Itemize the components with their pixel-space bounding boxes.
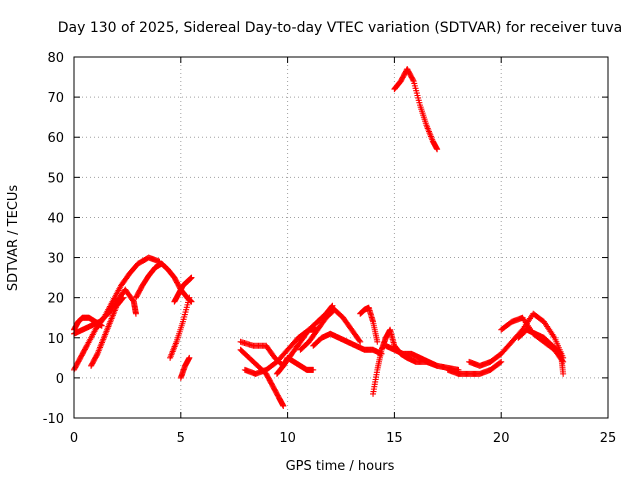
data-markers (71, 66, 567, 409)
data-point (310, 366, 317, 373)
x-tick-label-2: 10 (279, 431, 296, 446)
series-arc17 (382, 342, 441, 369)
series-arc18 (391, 66, 441, 153)
data-point (356, 337, 363, 344)
data-point (186, 354, 193, 361)
y-tick-label-0: -10 (43, 412, 64, 427)
data-point (188, 274, 195, 281)
y-tick-label-5: 40 (47, 211, 64, 226)
series-arc11 (241, 326, 321, 377)
y-tick-label-9: 80 (47, 51, 64, 66)
data-point (434, 146, 441, 153)
y-tick-label-8: 70 (47, 91, 64, 106)
chart-title: Day 130 of 2025, Sidereal Day-to-day VTE… (58, 20, 622, 36)
data-point (498, 358, 505, 365)
series-arc19 (444, 358, 505, 377)
data-point (93, 352, 100, 359)
data-point (560, 370, 567, 377)
series-arc16 (370, 326, 462, 397)
x-tick-label-5: 25 (600, 431, 617, 446)
series-arc12 (273, 354, 317, 377)
series-arc15 (357, 304, 381, 345)
data-point (434, 362, 441, 369)
data-point (557, 350, 564, 357)
data-point (132, 310, 139, 317)
y-tick-label-4: 30 (47, 252, 64, 267)
series-arc20 (466, 310, 567, 369)
plot-frame (73, 56, 609, 419)
grid-lines (74, 57, 608, 418)
data-point (280, 402, 287, 409)
x-tick-label-3: 15 (386, 431, 403, 446)
series-arc4 (88, 294, 127, 369)
data-point (328, 303, 335, 310)
series-arc2 (71, 254, 163, 373)
series-arc22 (515, 326, 567, 377)
y-tick-label-6: 50 (47, 171, 64, 186)
y-tick-label-1: 0 (56, 372, 64, 387)
data-point (357, 338, 364, 345)
x-tick-label-4: 20 (493, 431, 510, 446)
series-arc14 (297, 306, 364, 353)
data-point (186, 294, 193, 301)
data-point (374, 338, 381, 345)
axis-ticks: 0 5 10 15 20 25 -10 0 10 20 30 40 50 60 70 80 (43, 51, 617, 446)
series-arc8 (177, 354, 193, 381)
series-arc7 (171, 274, 195, 305)
y-tick-label-7: 60 (47, 131, 64, 146)
y-tick-label-3: 20 (47, 292, 64, 307)
series-arc6 (167, 294, 193, 361)
x-tick-label-1: 5 (177, 431, 185, 446)
data-point (409, 76, 416, 83)
x-axis-label: GPS time / hours (286, 459, 395, 474)
x-tick-label-0: 0 (70, 431, 78, 446)
data-point (497, 359, 504, 366)
series-arc13 (310, 330, 385, 357)
series-arc9 (237, 346, 287, 409)
data-point (119, 295, 126, 302)
data-point (120, 294, 127, 301)
y-tick-label-2: 10 (47, 332, 64, 347)
data-point (329, 302, 336, 309)
y-axis-label: SDTVAR / TECUs (6, 185, 21, 292)
